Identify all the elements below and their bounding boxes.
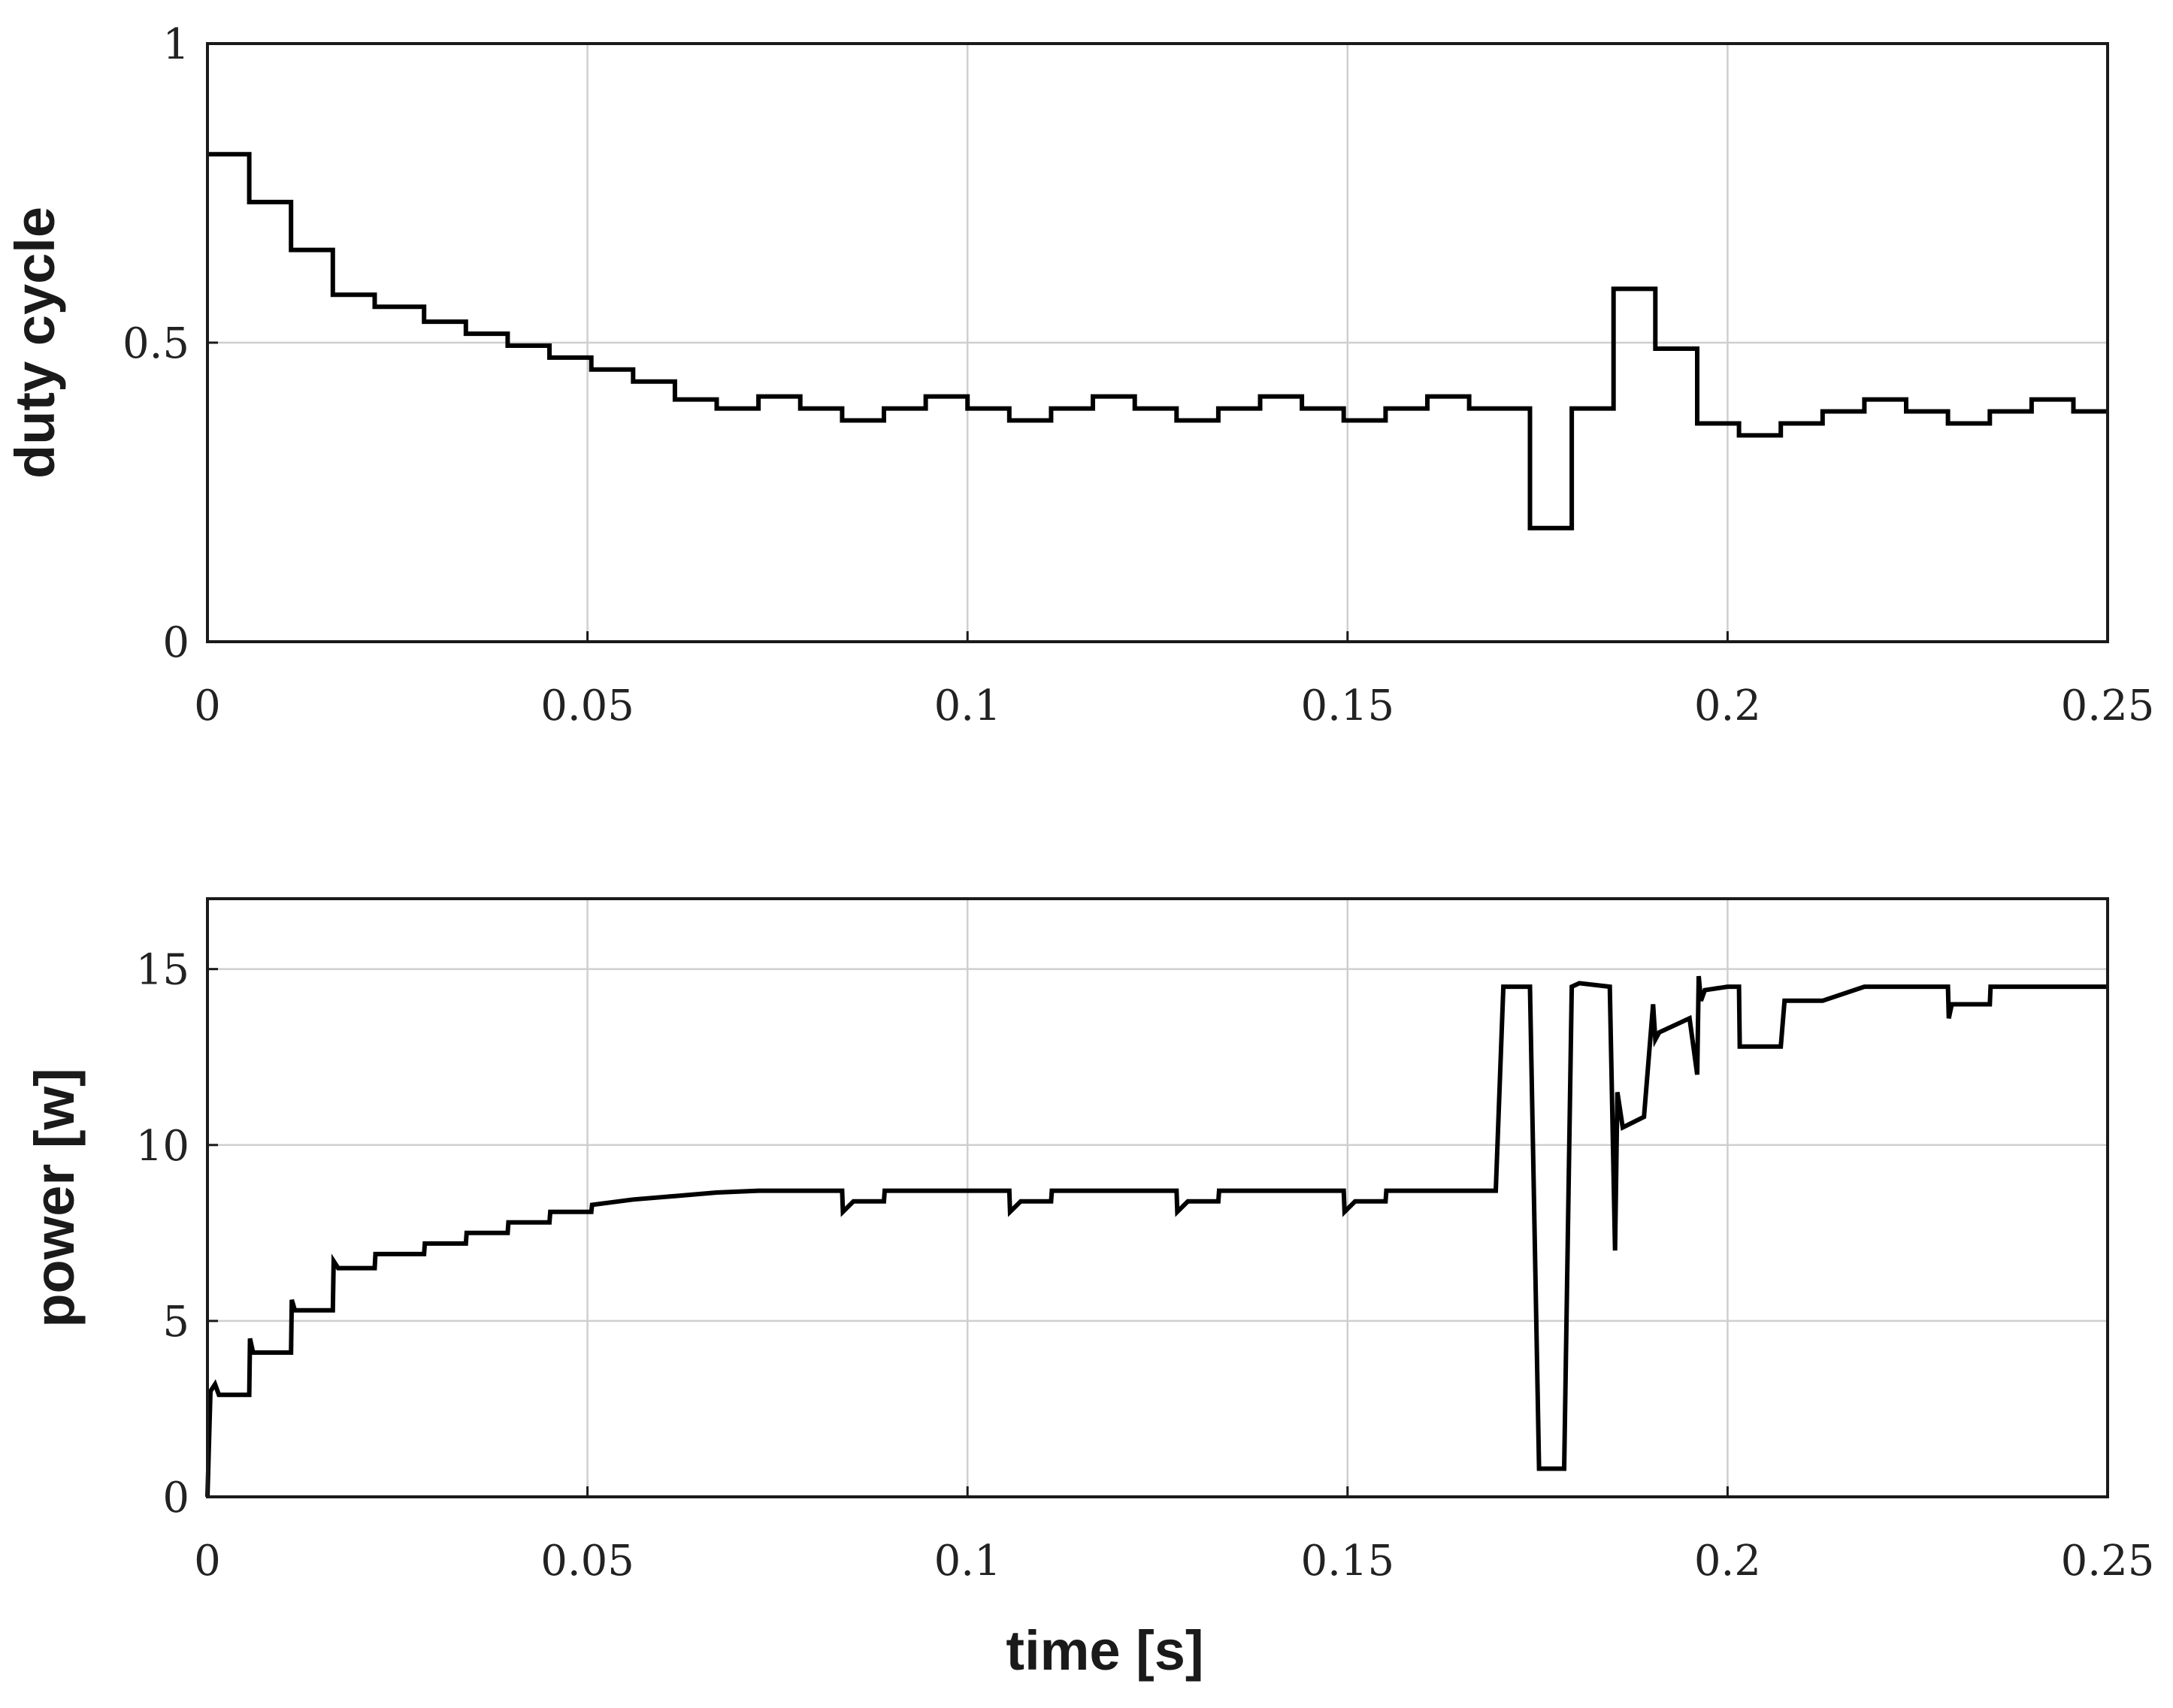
duty-cycle-x-tick-label: 0.25 (2061, 682, 2155, 730)
power-x-ticks: 0 0.05 0.1 0.15 0.2 0.25 (194, 1486, 2154, 1586)
power-x-tick-label: 0.15 (1300, 1537, 1394, 1586)
power-panel: 0 0.05 0.1 0.15 0.2 0.25 0 5 10 15 power [w] tim… (23, 897, 2154, 1682)
duty-cycle-y-tick-label: 1 (162, 20, 189, 69)
duty-cycle-y-ticks: 00.51 (123, 20, 218, 667)
duty-cycle-y-tick-label: 0.5 (123, 319, 189, 368)
duty-cycle-x-tick-label: 0.05 (540, 682, 634, 730)
power-plot-frame (206, 897, 2109, 1498)
power-trace-layer (205, 975, 2108, 1498)
duty-cycle-series-line (207, 152, 2108, 531)
power-y-tick-label: 5 (162, 1298, 189, 1347)
power-x-tick-label: 0.1 (934, 1537, 1001, 1586)
duty-cycle-x-tick-label: 0.15 (1300, 682, 1394, 730)
power-x-tick-label: 0.2 (1694, 1537, 1761, 1586)
power-y-axis-label: power [w] (23, 1068, 86, 1327)
duty-cycle-x-tick-label: 0.2 (1694, 682, 1761, 730)
duty-cycle-y-axis-label: duty cycle (4, 207, 66, 479)
power-grid (207, 899, 2108, 1497)
power-x-tick-label: 0.05 (540, 1537, 634, 1586)
time-x-axis-label: time [s] (1006, 1619, 1203, 1682)
power-x-tick-label: 0 (194, 1537, 221, 1586)
power-y-tick-label: 0 (162, 1474, 189, 1522)
duty-cycle-x-ticks: 0 0.05 0.1 0.15 0.2 0.25 (194, 631, 2154, 730)
duty-cycle-y-tick-label: 0 (162, 618, 189, 667)
duty-cycle-trace-layer (207, 152, 2108, 531)
power-x-tick-label: 0.25 (2061, 1537, 2155, 1586)
duty-cycle-panel: 0 0.05 0.1 0.15 0.2 0.25 00.51 duty cycle (4, 20, 2154, 730)
duty-cycle-x-tick-label: 0 (194, 682, 221, 730)
power-y-ticks: 0 5 10 15 (136, 946, 218, 1522)
power-y-tick-label: 15 (136, 946, 189, 995)
power-y-tick-label: 10 (136, 1122, 189, 1171)
power-series-line (205, 975, 2108, 1498)
duty-cycle-x-tick-label: 0.1 (934, 682, 1001, 730)
duty-cycle-grid (207, 44, 2108, 642)
